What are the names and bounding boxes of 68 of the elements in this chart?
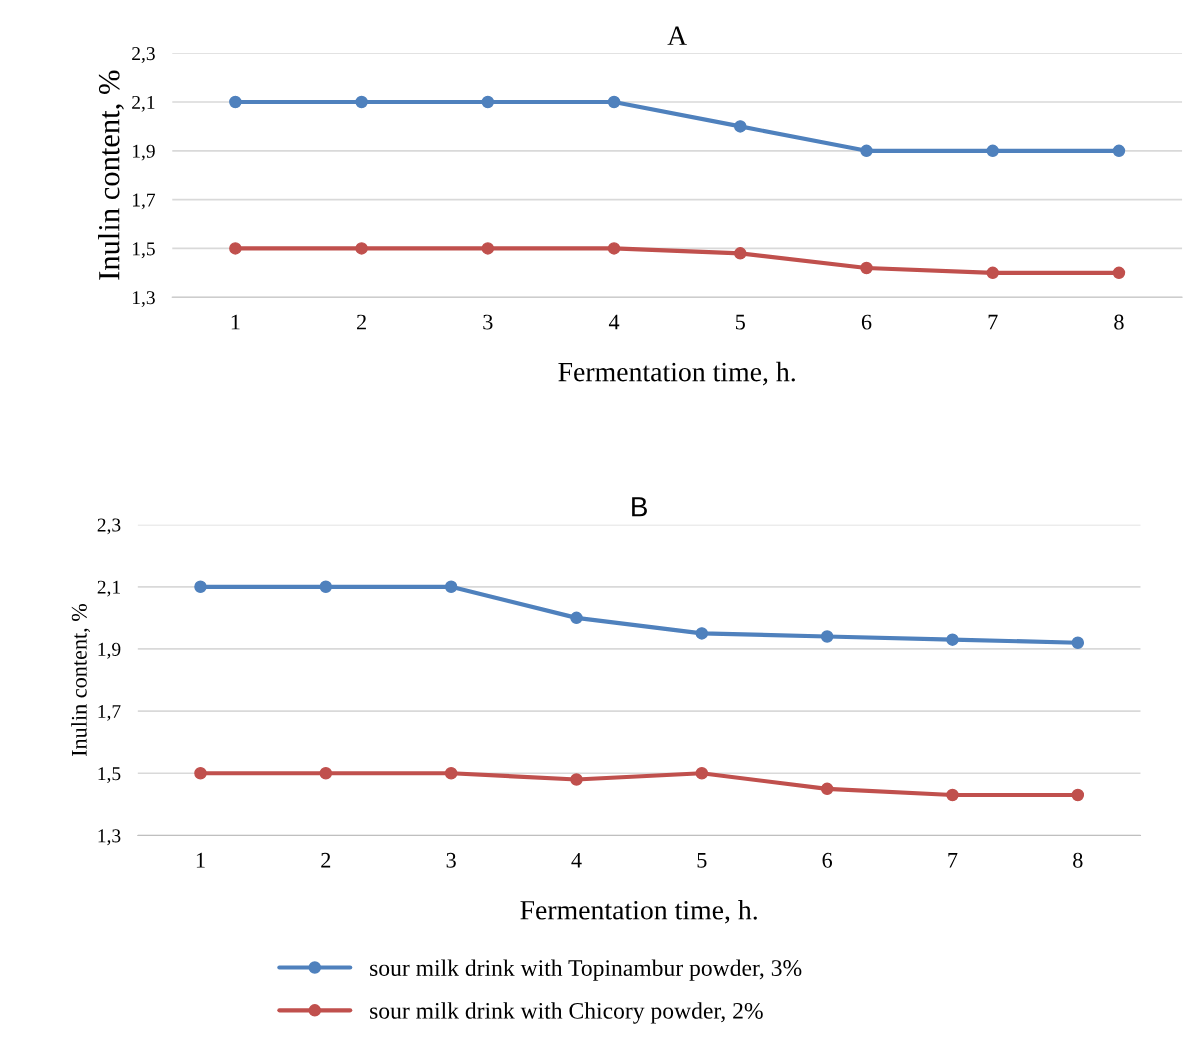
x-tick-label: 8 — [1073, 852, 1083, 868]
x-tick-label: 6 — [861, 314, 872, 330]
point — [946, 633, 959, 646]
x-axis-title: Fermentation time, h. — [520, 900, 757, 924]
y-tick-label: 1,5 — [133, 242, 155, 259]
point — [194, 580, 207, 594]
point — [570, 611, 583, 625]
point — [820, 630, 834, 643]
point — [229, 242, 242, 255]
y-tick-label: 1,3 — [133, 291, 155, 307]
legend-label: sour milk drink with Chicory powder, 2% — [370, 1002, 763, 1024]
legend-label: sour milk drink with Topinambur powder, 3% — [370, 959, 802, 981]
chart-title: A — [667, 26, 687, 45]
y-tick-label: 1,5 — [98, 767, 121, 784]
point — [860, 144, 873, 158]
point — [355, 242, 368, 255]
point — [734, 247, 747, 260]
point — [319, 767, 333, 780]
point — [734, 120, 747, 133]
y-tick-label: 1,3 — [98, 829, 121, 846]
y-tick-label: 2,3 — [132, 47, 155, 63]
y-axis-title: Inulin content, % — [71, 603, 90, 757]
point — [820, 782, 834, 796]
point — [229, 95, 242, 109]
point — [481, 242, 495, 255]
y-tick-label: 1,7 — [133, 193, 156, 210]
y-tick-label: 2,3 — [97, 518, 121, 535]
point — [860, 261, 873, 275]
point — [1112, 144, 1126, 158]
point — [695, 627, 709, 640]
point — [444, 767, 458, 780]
x-tick-label: 3 — [446, 852, 456, 868]
point — [1112, 266, 1126, 280]
point — [607, 95, 621, 109]
chart-title: B — [632, 497, 647, 517]
y-axis-title: Inulin content, % — [98, 70, 124, 280]
point — [1071, 636, 1085, 649]
y-tick-label: 1,9 — [133, 144, 155, 161]
x-tick-label: 7 — [988, 314, 998, 330]
x-tick-label: 5 — [697, 852, 707, 868]
point — [444, 580, 458, 594]
point — [986, 266, 999, 280]
point — [194, 767, 207, 780]
x-tick-label: 8 — [1114, 314, 1124, 330]
point — [986, 144, 999, 158]
x-tick-label: 1 — [196, 852, 205, 868]
x-tick-label: 4 — [571, 852, 582, 868]
point — [319, 580, 333, 594]
x-tick-label: 7 — [948, 852, 958, 868]
y-tick-label: 2,1 — [97, 580, 120, 597]
y-tick-label: 1,9 — [98, 642, 121, 659]
point — [946, 788, 959, 802]
x-tick-label: 2 — [357, 314, 366, 330]
y-tick-label: 2,1 — [132, 95, 155, 112]
point — [355, 95, 368, 109]
x-tick-label: 1 — [231, 314, 240, 330]
x-tick-label: 5 — [736, 314, 745, 330]
x-tick-label: 3 — [483, 314, 493, 330]
y-tick-label: 1,7 — [98, 705, 121, 721]
x-tick-label: 2 — [321, 852, 331, 868]
x-tick-label: 6 — [822, 852, 833, 868]
x-axis-title: Fermentation time, h. — [558, 361, 795, 386]
point — [1071, 788, 1085, 802]
point — [695, 767, 709, 780]
point — [607, 242, 621, 255]
point — [570, 773, 583, 786]
x-tick-label: 4 — [608, 314, 620, 330]
point — [481, 95, 495, 109]
